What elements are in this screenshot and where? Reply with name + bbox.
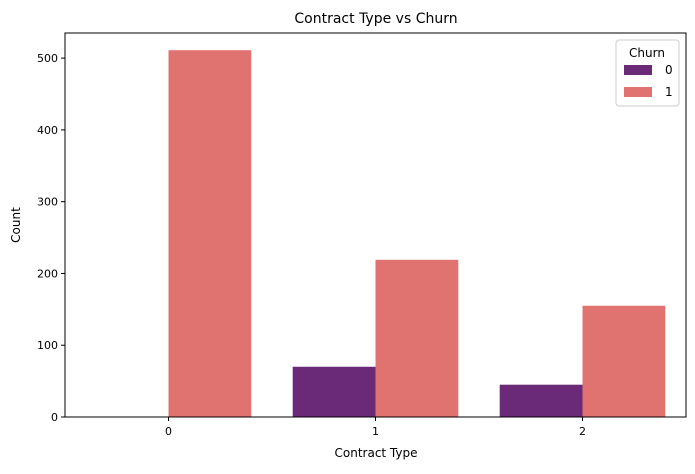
y-tick-label: 500 — [37, 52, 58, 65]
x-tick-label: 2 — [579, 425, 586, 438]
legend-label-1: 1 — [665, 85, 673, 99]
x-tick-label: 1 — [372, 425, 379, 438]
chart-title: Contract Type vs Churn — [294, 11, 457, 27]
legend-label-0: 0 — [665, 63, 673, 77]
bar-churn-1-contract-2 — [582, 305, 666, 417]
x-tick-label: 0 — [165, 425, 172, 438]
y-axis: 0 100 200 300 400 500 — [37, 52, 65, 424]
bar-churn-1-contract-0 — [168, 50, 252, 418]
legend: Churn 0 1 — [615, 39, 680, 107]
y-tick-label: 0 — [51, 411, 58, 424]
plot-frame — [64, 32, 687, 418]
y-axis-label: Count — [9, 207, 23, 243]
legend-swatch-1 — [624, 87, 652, 97]
y-tick-label: 100 — [37, 339, 58, 352]
legend-title: Churn — [629, 46, 665, 60]
x-axis-label: Contract Type — [335, 446, 418, 460]
bar-churn-1-contract-1 — [375, 259, 459, 417]
bars-group — [168, 50, 666, 418]
bar-churn-0-contract-1 — [292, 366, 376, 417]
legend-swatch-0 — [624, 65, 652, 75]
y-tick-label: 400 — [37, 124, 58, 137]
y-tick-label: 300 — [37, 196, 58, 209]
bar-churn-0-contract-2 — [499, 384, 583, 417]
y-tick-label: 200 — [37, 267, 58, 280]
x-axis: 0 1 2 — [165, 417, 586, 438]
